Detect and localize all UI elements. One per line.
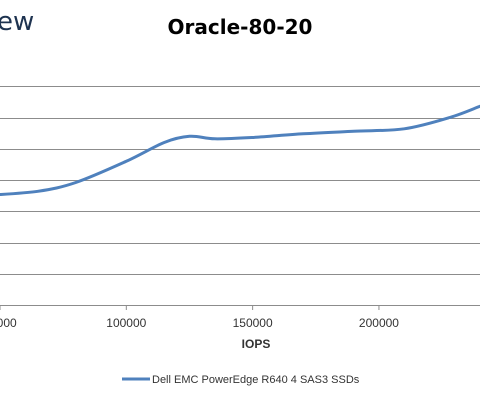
legend: Dell EMC PowerEdge R640 4 SAS3 SSDs [122,374,360,386]
chart-title: Oracle-80-20 [168,15,313,39]
series-line-0 [0,104,480,197]
gridlines [0,86,480,275]
series-lines [0,104,480,197]
x-tick-label-2: 150000 [233,316,273,330]
x-tick-label-1: 100000 [106,316,146,330]
legend-label-0: Dell EMC PowerEdge R640 4 SAS3 SSDs [152,374,360,386]
x-tick-labels: 50000 100000 150000 200000 [0,316,399,330]
x-axis-title: IOPS [242,337,271,351]
x-axis [0,305,480,310]
brand-logo-text: ew [0,7,34,37]
x-tick-label-3: 200000 [359,316,399,330]
x-tick-label-0: 50000 [0,316,17,330]
